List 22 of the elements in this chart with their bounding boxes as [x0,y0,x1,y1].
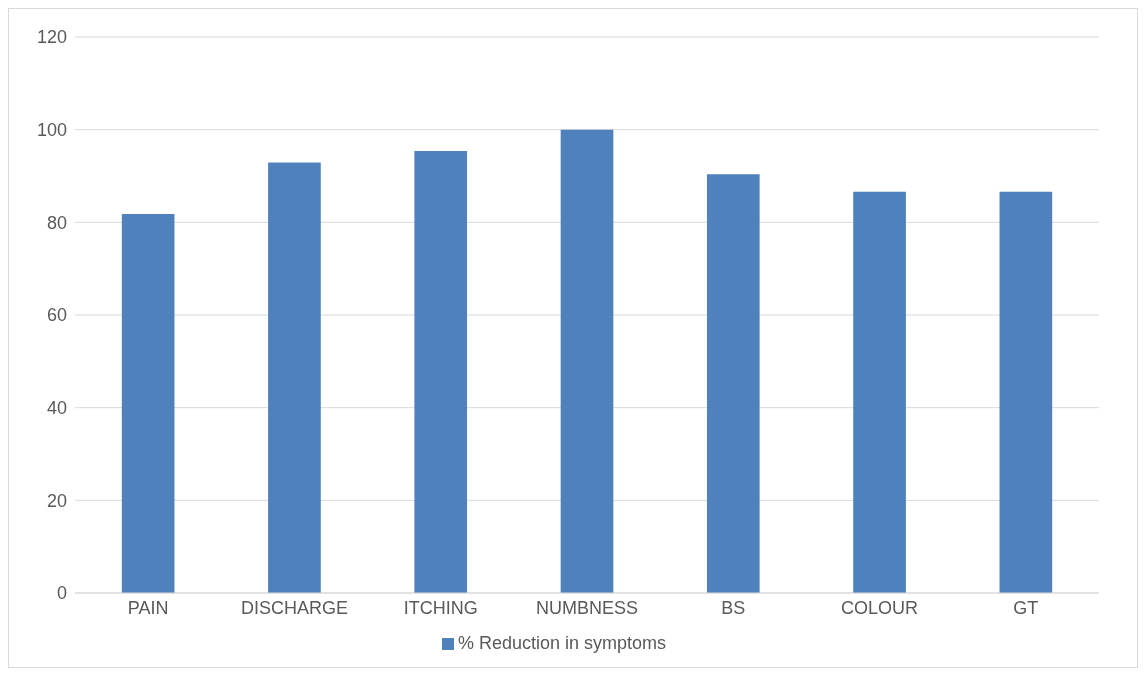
x-tick-label: GT [1013,597,1039,618]
legend-label: % Reduction in symptoms [457,633,667,653]
bar [706,174,760,593]
x-tick-label: PAIN [127,597,169,618]
y-tick-label: 80 [46,212,67,233]
y-tick-label: 60 [46,305,67,326]
x-tick-label: ITCHING [403,597,478,618]
x-tick-label: COLOUR [841,597,919,618]
y-tick-label: 0 [56,583,67,604]
x-tick-label: NUMBNESS [535,597,639,618]
y-tick-label: 40 [46,398,67,419]
bar [853,191,906,593]
bar [268,162,321,593]
y-tick-label: 20 [46,490,67,511]
bar [414,150,468,593]
x-tick-label: DISCHARGE [240,597,348,618]
bar [121,213,175,593]
bar [999,191,1053,593]
x-tick-label: BS [721,597,746,618]
y-tick-label: 120 [36,27,67,48]
bar [560,129,614,593]
y-tick-label: 100 [36,120,67,141]
